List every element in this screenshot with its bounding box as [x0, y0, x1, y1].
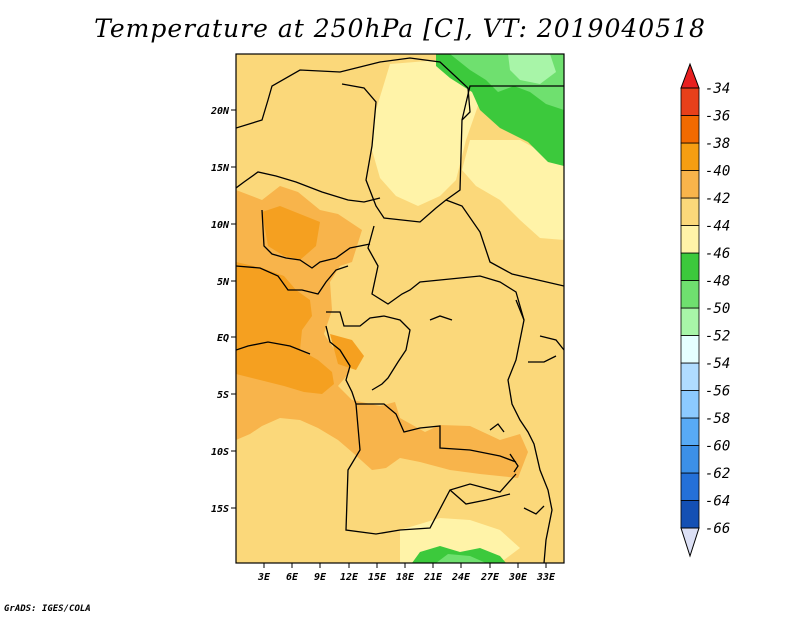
colorbar-swatch-10 — [680, 362, 700, 391]
colorbar-swatch-15 — [680, 500, 700, 529]
colorbar-label: -54 — [705, 356, 730, 372]
colorbar-swatch-2 — [680, 142, 700, 171]
colorbar-label: -64 — [705, 494, 730, 510]
lat-label-eq: EQ — [217, 333, 229, 344]
lon-label-27e: 27E — [480, 572, 500, 583]
colorbar-swatch-7 — [680, 280, 700, 309]
colorbar-label: -34 — [705, 81, 730, 97]
colorbar: -34 -36 -38 -40 -42 -44 -46 -48 -50 -52 -54 -56 -58 -… — [680, 62, 730, 558]
colorbar-label: -56 — [705, 384, 730, 400]
colorbar-label: -50 — [705, 301, 730, 317]
lon-label-3e: 3E — [257, 572, 271, 583]
colorbar-label: -48 — [705, 274, 730, 290]
lat-label-10n: 10N — [211, 220, 230, 231]
colorbar-label: -46 — [705, 246, 730, 262]
map-title: Temperature at 250hPa [C], VT: 201904051… — [94, 14, 706, 43]
colorbar-swatch-4 — [680, 197, 700, 226]
temperature-field — [236, 54, 564, 563]
lat-axis: 20N 15N 10N 5N EQ 5S 10S 15S — [210, 106, 236, 515]
lat-label-10s: 10S — [211, 447, 229, 458]
colorbar-bottom-arrow — [680, 527, 700, 558]
colorbar-swatch-11 — [680, 390, 700, 419]
field-band-48-50-ne — [508, 54, 556, 84]
colorbar-swatch-9 — [680, 335, 700, 364]
lon-axis: 3E 6E 9E 12E 15E 18E 21E 24E 27E 30E 33E — [257, 563, 556, 583]
field-band-42-44-north — [372, 60, 480, 206]
colorbar-label: -44 — [705, 219, 730, 235]
colorbar-label: -36 — [705, 109, 730, 125]
field-band-36-38 — [236, 262, 334, 394]
colorbar-swatch-5 — [680, 225, 700, 254]
field-band-36-38-c — [330, 334, 364, 370]
map-frame — [235, 53, 565, 564]
colorbar-label: -58 — [705, 411, 730, 427]
lon-label-6e: 6E — [286, 572, 299, 583]
lat-label-15n: 15N — [211, 163, 230, 174]
colorbar-label: -42 — [705, 191, 730, 207]
lat-label-5s: 5S — [217, 390, 229, 401]
colorbar-label: -60 — [705, 439, 730, 455]
field-band-46-48-s — [436, 554, 486, 563]
colorbar-swatch-13 — [680, 445, 700, 474]
credit-text: GrADS: IGES/COLA — [4, 604, 91, 614]
colorbar-swatch-3 — [680, 170, 700, 199]
country-borders — [236, 57, 564, 563]
lat-label-5n: 5N — [217, 277, 230, 288]
colorbar-swatch-0 — [680, 87, 700, 116]
colorbar-swatch-14 — [680, 472, 700, 501]
colorbar-swatch-6 — [680, 252, 700, 281]
field-band-42-44-east — [462, 140, 564, 240]
lon-label-15e: 15E — [368, 572, 387, 583]
colorbar-swatch-1 — [680, 115, 700, 144]
lon-label-24e: 24E — [451, 572, 471, 583]
colorbar-swatch-8 — [680, 307, 700, 336]
colorbar-label: -52 — [705, 329, 730, 345]
colorbar-swatch-12 — [680, 417, 700, 446]
field-band-44-46-s — [412, 546, 506, 563]
field-band-36-38-b — [262, 206, 320, 260]
lon-label-12e: 12E — [340, 572, 359, 583]
lon-label-33e: 33E — [536, 572, 556, 583]
lon-label-30e: 30E — [508, 572, 528, 583]
lon-label-21e: 21E — [423, 572, 443, 583]
lon-label-9e: 9E — [314, 572, 327, 583]
lat-label-20n: 20N — [210, 106, 230, 117]
colorbar-label: -62 — [705, 466, 730, 482]
lat-label-15s: 15S — [211, 504, 229, 515]
colorbar-label: -40 — [705, 164, 730, 180]
lon-label-18e: 18E — [396, 572, 415, 583]
colorbar-label: -66 — [705, 521, 730, 537]
field-band-38-40 — [236, 186, 528, 478]
colorbar-top-arrow — [680, 62, 700, 89]
colorbar-label: -38 — [705, 136, 730, 152]
